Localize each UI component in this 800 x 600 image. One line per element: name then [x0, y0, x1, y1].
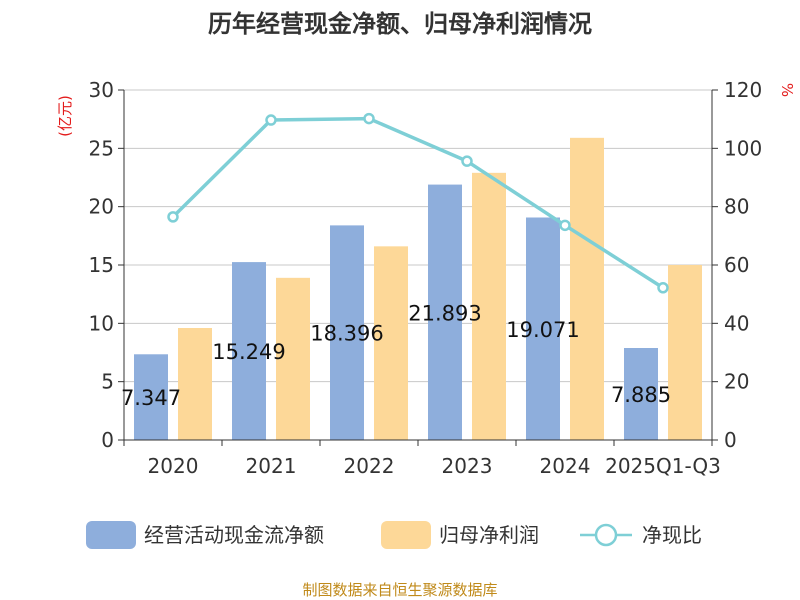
left-tick-label: 5 — [101, 370, 114, 394]
cashflow-bar — [624, 348, 658, 440]
ratio-line — [167, 112, 669, 294]
x-tick-label: 2021 — [246, 454, 297, 478]
left-tick-label: 20 — [89, 195, 114, 219]
left-tick-label: 10 — [89, 311, 114, 335]
chart-title: 历年经营现金净额、归母净利润情况 — [208, 10, 592, 38]
right-tick-label: 60 — [724, 253, 749, 277]
right-tick-label: 20 — [724, 370, 749, 394]
right-tick-label: 120 — [724, 78, 762, 102]
x-tick-label: 2020 — [148, 454, 199, 478]
cashflow-bar — [330, 225, 364, 440]
legend-swatch-rect — [86, 521, 136, 549]
cashflow-data-label: 15.249 — [212, 340, 285, 364]
ratio-point — [265, 114, 277, 126]
cashflow-data-label: 7.347 — [121, 386, 181, 410]
axes: 0 5 10 15 20 25 30 0 20 40 60 80 100 120 2020 2021 2022 2… — [89, 78, 763, 478]
ratio-line-path — [171, 116, 664, 290]
right-axis-unit: % — [778, 83, 796, 97]
ratio-point — [461, 155, 473, 167]
left-tick-label: 25 — [89, 136, 114, 160]
legend-label: 净现比 — [642, 523, 702, 547]
x-tick-label: 2023 — [442, 454, 493, 478]
ratio-point — [363, 112, 375, 125]
data-labels: 7.347 15.249 18.396 21.893 19.071 7.885 — [121, 301, 671, 410]
net-profit-bar — [178, 328, 212, 440]
net-profit-bar — [374, 246, 408, 440]
x-tick-label: 2022 — [344, 454, 395, 478]
ratio-point — [657, 282, 669, 294]
legend-label: 归母净利润 — [439, 523, 539, 547]
grid-lines — [124, 89, 712, 383]
ratio-point — [167, 211, 179, 223]
cashflow-data-label: 21.893 — [408, 301, 481, 325]
cashflow-data-label: 7.885 — [611, 383, 671, 407]
right-tick-label: 40 — [724, 311, 749, 335]
legend: 经营活动现金流净额 归母净利润 净现比 — [86, 521, 702, 549]
net-profit-bar — [276, 277, 310, 440]
cashflow-data-label: 19.071 — [506, 318, 579, 342]
right-tick-label: 0 — [724, 428, 737, 452]
right-tick-label: 100 — [724, 136, 762, 160]
legend-line-circle — [594, 523, 618, 547]
legend-swatch-rect — [381, 521, 431, 549]
x-tick-label: 2024 — [540, 454, 591, 478]
x-tick-label: 2025Q1-Q3 — [605, 454, 721, 478]
legend-label: 经营活动现金流净额 — [144, 523, 324, 547]
net-profit-bar — [668, 265, 702, 440]
cashflow-data-label: 18.396 — [310, 322, 383, 346]
cashflow-bar — [428, 184, 462, 440]
right-tick-label: 80 — [724, 195, 749, 219]
cashflow-bar — [526, 217, 560, 440]
cashflow-bar — [134, 354, 168, 440]
bar-marks — [134, 137, 702, 441]
net-profit-bar — [570, 137, 604, 441]
cashflow-bar — [232, 262, 266, 440]
left-tick-label: 30 — [89, 78, 114, 102]
source-note: 制图数据来自恒生聚源数据库 — [302, 581, 497, 599]
left-axis-unit: (亿元) — [56, 95, 74, 137]
ratio-point — [559, 219, 571, 232]
left-tick-label: 0 — [101, 428, 114, 452]
net-profit-bar — [472, 172, 506, 441]
left-tick-label: 15 — [89, 253, 114, 277]
